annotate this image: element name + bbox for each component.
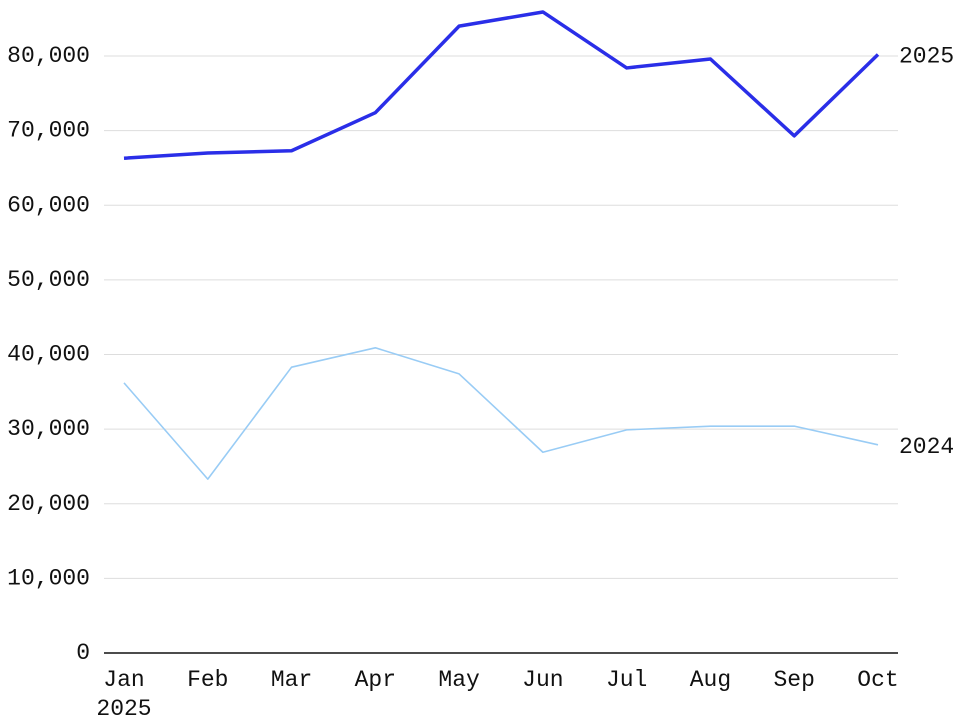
x-tick-label: May (438, 667, 480, 693)
series-label: 2025 (899, 44, 954, 70)
y-tick-label: 80,000 (7, 43, 90, 69)
series-line (123, 346, 879, 480)
y-tick-label: 60,000 (7, 192, 90, 218)
x-tick-label: Apr (355, 667, 396, 693)
y-tick-label: 40,000 (7, 342, 90, 368)
y-tick-label: 70,000 (7, 118, 90, 144)
series-line (123, 10, 880, 160)
y-tick-label: 10,000 (7, 565, 90, 591)
series-label: 2024 (899, 434, 954, 460)
x-tick-label: Jun (522, 667, 563, 693)
y-tick-label: 30,000 (7, 416, 90, 442)
y-tick-label: 50,000 (7, 267, 90, 293)
x-tick-label: Oct (857, 667, 898, 693)
x-tick-label: Sep (774, 667, 815, 693)
x-tick-label: Feb (187, 667, 228, 693)
x-tick-label: Jul (606, 667, 647, 693)
y-tick-label: 0 (76, 640, 90, 666)
x-sublabel: 2025 (96, 696, 151, 720)
y-tick-label: 20,000 (7, 491, 90, 517)
x-tick-label: Mar (271, 667, 312, 693)
x-tick-label: Aug (690, 667, 731, 693)
x-tick-label: Jan (103, 667, 144, 693)
